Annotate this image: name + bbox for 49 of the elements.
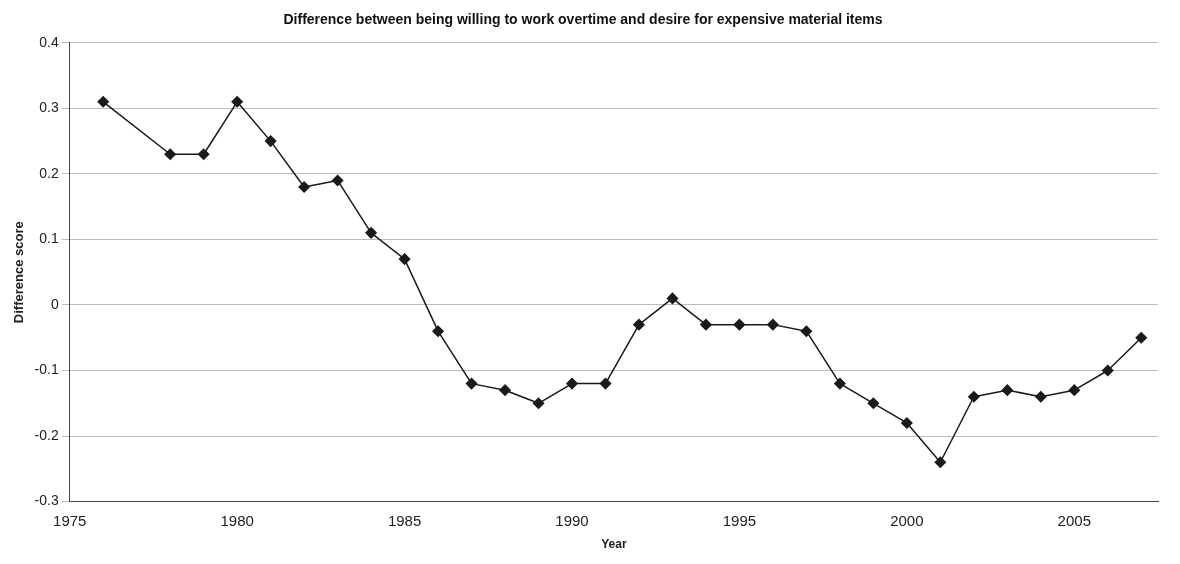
point — [834, 377, 846, 390]
x-axis-title: Year — [601, 537, 627, 552]
point — [499, 384, 511, 396]
y-axis-title: Difference score — [11, 221, 27, 324]
point — [97, 96, 109, 108]
x-tick-label: 1975 — [53, 511, 87, 529]
point — [197, 148, 210, 160]
y-tick-label: -0.3 — [34, 492, 59, 509]
y-tick-label: -0.2 — [34, 426, 59, 443]
point — [733, 318, 746, 331]
point — [1102, 364, 1114, 377]
point — [532, 397, 545, 410]
point — [365, 227, 377, 239]
point — [1001, 384, 1014, 396]
x-tick-label: 1985 — [387, 511, 422, 529]
point — [331, 174, 344, 187]
x-tick-label: 1995 — [722, 511, 757, 529]
point — [968, 390, 980, 403]
point — [633, 318, 645, 331]
y-tick-label: -0.1 — [34, 361, 59, 378]
point — [264, 135, 277, 147]
y-tick-label: 0 — [50, 295, 59, 312]
point — [465, 377, 478, 390]
x-tick-label: 1990 — [555, 511, 589, 529]
point — [867, 397, 880, 410]
point — [566, 377, 578, 390]
point — [398, 253, 411, 265]
point — [901, 417, 913, 429]
y-tick-label: 0.2 — [39, 164, 59, 181]
y-tick-label: 0.1 — [39, 230, 59, 247]
x-tick-label: 1980 — [220, 511, 254, 529]
chart-title: Difference between being willing to work overtime and desire for expensive material items — [283, 11, 883, 28]
point — [1068, 384, 1081, 396]
y-tick-label: 0.3 — [39, 99, 59, 116]
y-tick-label: 0.4 — [39, 33, 59, 50]
point — [767, 318, 779, 331]
point — [700, 318, 712, 331]
point — [164, 148, 176, 160]
point — [666, 292, 679, 305]
x-tick-label: 2000 — [890, 511, 924, 529]
point — [1135, 331, 1148, 344]
point — [432, 325, 444, 337]
point — [934, 456, 947, 469]
x-tick-label: 2005 — [1057, 511, 1091, 529]
point — [1035, 390, 1047, 403]
point — [599, 377, 612, 390]
point — [298, 181, 310, 193]
point — [800, 325, 813, 337]
point — [231, 96, 243, 108]
